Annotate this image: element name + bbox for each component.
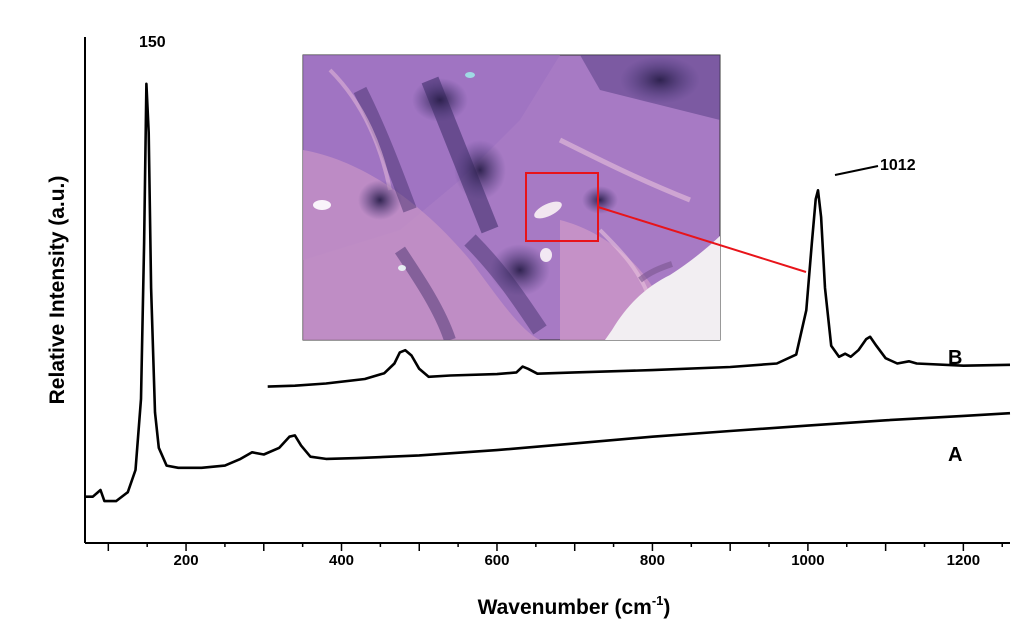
x-tick-label: 1200	[947, 552, 980, 569]
series-a-label: A	[948, 444, 962, 466]
x-axis-title: Wavenumber (cm-1)	[478, 593, 671, 619]
inset-pointer-line	[597, 206, 807, 273]
x-axis-ticks	[107, 543, 1003, 551]
series-b-line	[267, 189, 1011, 388]
series-a-line	[85, 82, 1011, 503]
y-axis-title: Relative Intensity (a.u.)	[46, 176, 69, 405]
series-b-label: B	[948, 347, 962, 369]
x-tick-label: 800	[640, 552, 665, 569]
x-axis-title-close: )	[663, 596, 670, 619]
peak-1012-leader-line	[834, 165, 879, 176]
x-tick-label: 600	[484, 552, 509, 569]
x-axis-tick-labels: 200 400 600 800 1000 1200	[174, 552, 981, 569]
x-tick-label: 400	[329, 552, 354, 569]
x-axis-title-main: Wavenumber (cm	[478, 596, 652, 619]
peak-annotation-1012: 1012	[880, 157, 916, 174]
x-tick-label: 200	[174, 552, 199, 569]
x-tick-label: 1000	[791, 552, 824, 569]
histology-inset-image	[302, 54, 721, 341]
x-axis-title-sup: -1	[652, 593, 664, 608]
peak-annotation-150: 150	[139, 34, 166, 51]
